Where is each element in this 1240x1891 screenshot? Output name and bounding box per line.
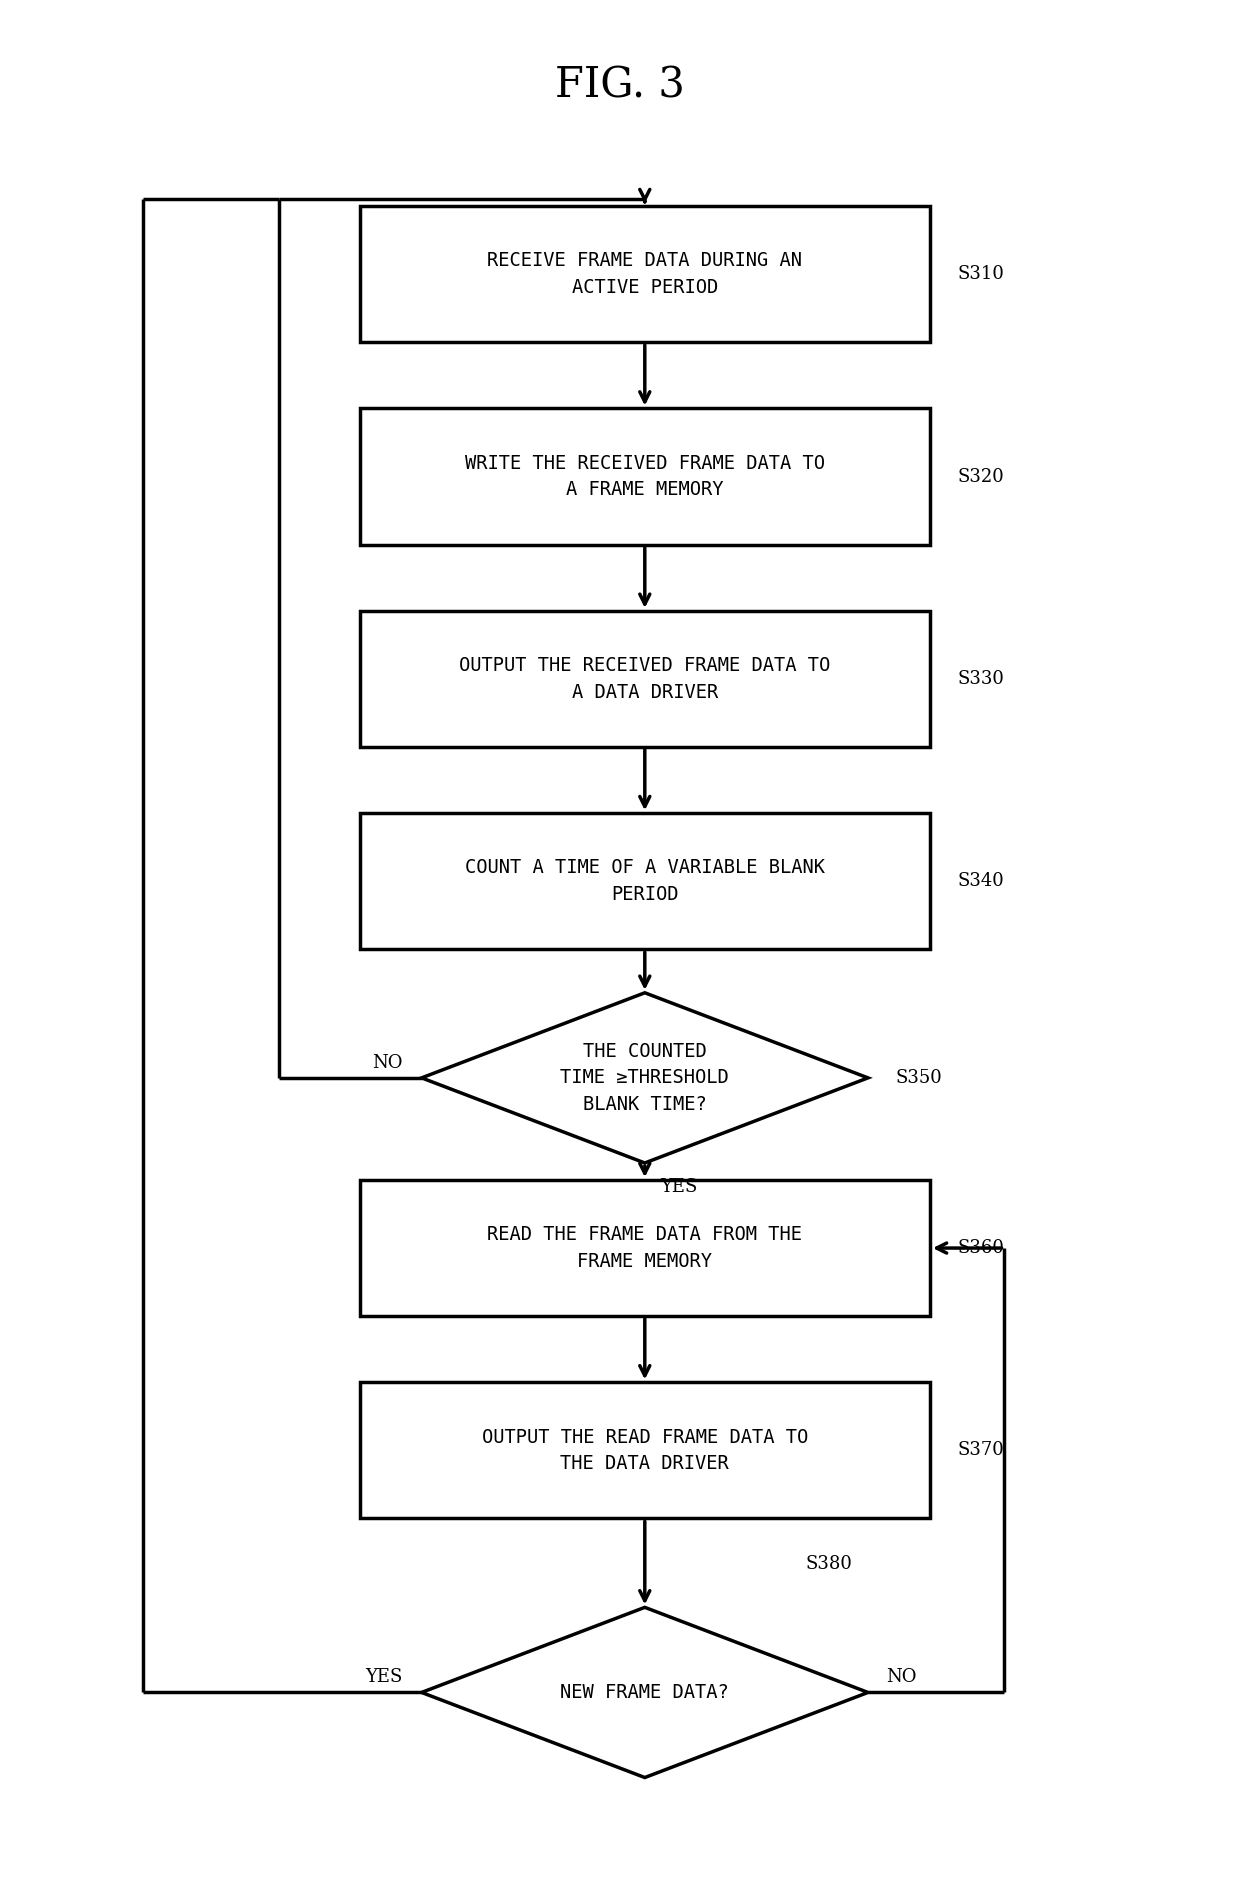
FancyBboxPatch shape	[360, 408, 930, 545]
Text: S370: S370	[957, 1441, 1004, 1460]
FancyBboxPatch shape	[360, 813, 930, 949]
Polygon shape	[422, 1607, 868, 1778]
Text: OUTPUT THE RECEIVED FRAME DATA TO
A DATA DRIVER: OUTPUT THE RECEIVED FRAME DATA TO A DATA…	[459, 656, 831, 702]
Text: RECEIVE FRAME DATA DURING AN
ACTIVE PERIOD: RECEIVE FRAME DATA DURING AN ACTIVE PERI…	[487, 252, 802, 297]
FancyBboxPatch shape	[360, 206, 930, 342]
Text: S360: S360	[957, 1239, 1004, 1258]
Text: NO: NO	[372, 1053, 403, 1072]
Text: COUNT A TIME OF A VARIABLE BLANK
PERIOD: COUNT A TIME OF A VARIABLE BLANK PERIOD	[465, 859, 825, 904]
Text: WRITE THE RECEIVED FRAME DATA TO
A FRAME MEMORY: WRITE THE RECEIVED FRAME DATA TO A FRAME…	[465, 454, 825, 499]
Text: S350: S350	[895, 1068, 942, 1087]
Text: NO: NO	[887, 1668, 918, 1687]
Text: S330: S330	[957, 669, 1004, 688]
Text: S310: S310	[957, 265, 1004, 284]
Text: S320: S320	[957, 467, 1004, 486]
Text: OUTPUT THE READ FRAME DATA TO
THE DATA DRIVER: OUTPUT THE READ FRAME DATA TO THE DATA D…	[481, 1428, 808, 1473]
Text: THE COUNTED
TIME ≥THRESHOLD
BLANK TIME?: THE COUNTED TIME ≥THRESHOLD BLANK TIME?	[560, 1042, 729, 1114]
FancyBboxPatch shape	[360, 1382, 930, 1518]
FancyBboxPatch shape	[360, 611, 930, 747]
Polygon shape	[422, 993, 868, 1163]
Text: S380: S380	[806, 1554, 853, 1573]
FancyBboxPatch shape	[360, 1180, 930, 1316]
Text: YES: YES	[660, 1178, 697, 1197]
Text: S340: S340	[957, 872, 1004, 891]
Text: YES: YES	[366, 1668, 403, 1687]
Text: READ THE FRAME DATA FROM THE
FRAME MEMORY: READ THE FRAME DATA FROM THE FRAME MEMOR…	[487, 1225, 802, 1271]
Text: FIG. 3: FIG. 3	[556, 64, 684, 106]
Text: NEW FRAME DATA?: NEW FRAME DATA?	[560, 1683, 729, 1702]
